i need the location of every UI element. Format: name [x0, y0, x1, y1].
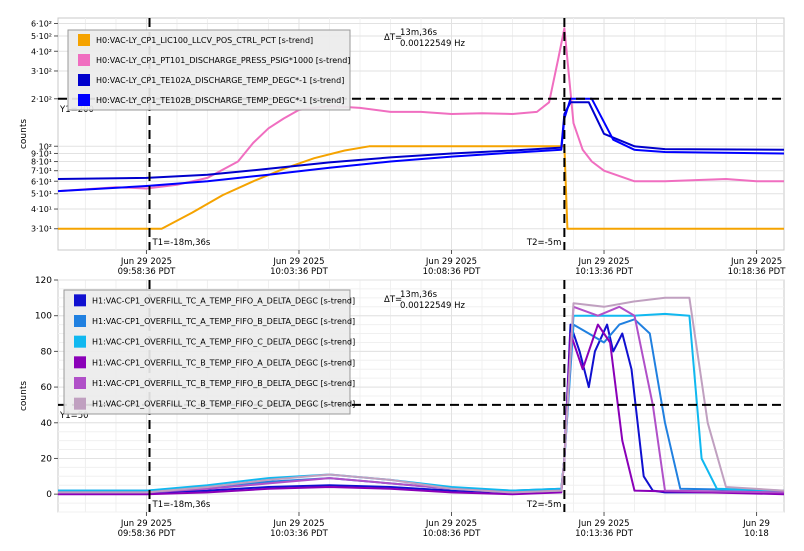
y-tick-label: 10²: [39, 142, 52, 151]
delta-frequency: 0.00122549 Hz: [400, 39, 465, 49]
y-tick-label: 5·10²: [31, 32, 52, 41]
series-line-1: [58, 323, 784, 494]
cursor-y-label: Y1=50: [59, 411, 89, 421]
legend-swatch: [74, 377, 86, 389]
x-tick-time: 10:13:36 PDT: [575, 529, 634, 539]
y-axis-label: counts: [19, 381, 29, 411]
y-tick-label: 3·10¹: [31, 225, 52, 234]
legend-swatch: [78, 54, 90, 66]
x-tick-date: Jun 29 2025: [577, 519, 629, 529]
y-tick-label: 60: [41, 383, 53, 393]
series-line-3: [58, 101, 784, 180]
x-tick-time: 10:03:36 PDT: [270, 267, 329, 277]
x-tick-date: Jun 29: [742, 519, 770, 529]
x-tick-date: Jun 29 2025: [120, 257, 172, 267]
x-tick-date: Jun 29 2025: [272, 519, 324, 529]
x-tick-time: 10:03:36 PDT: [270, 529, 329, 539]
legend-entry: H1:VAC-CP1_OVERFILL_TC_A_TEMP_FIFO_B_DEL…: [92, 317, 355, 326]
y-tick-label: 5·10¹: [31, 190, 52, 199]
legend-entry: H0:VAC-LY_CP1_PT101_DISCHARGE_PRESS_PSIG…: [96, 56, 350, 65]
y-tick-label: 9·10¹: [31, 149, 52, 158]
legend-swatch: [78, 94, 90, 106]
delta-prefix: ΔT=: [384, 33, 402, 43]
x-tick-date: Jun 29 2025: [425, 519, 477, 529]
y-tick-label: 20: [41, 454, 53, 464]
y-tick-label: 0: [46, 490, 52, 500]
y-tick-label: 40: [41, 419, 53, 429]
legend-entry: H1:VAC-CP1_OVERFILL_TC_A_TEMP_FIFO_C_DEL…: [92, 338, 355, 347]
y-tick-label: 7·10¹: [31, 167, 52, 176]
y-tick-label: 80: [41, 347, 53, 357]
series-line-4: [58, 323, 784, 496]
legend-box: [63, 289, 351, 415]
legend-entry: H0:VAC-LY_CP1_LIC100_LLCV_POS_CTRL_PCT […: [96, 36, 313, 45]
delta-frequency: 0.00122549 Hz: [400, 301, 465, 311]
legend-swatch: [74, 356, 86, 369]
x-tick-time: 10:18: [744, 529, 769, 539]
series-group: [58, 296, 784, 496]
cursor-x1-label: T1=-18m,36s: [152, 238, 211, 248]
x-tick-date: Jun 29 2025: [425, 257, 477, 267]
y-tick-label: 8·10¹: [31, 158, 52, 167]
y-tick-label: 3·10²: [31, 67, 52, 76]
x-tick-date: Jun 29 2025: [120, 519, 172, 529]
series-line-2: [58, 27, 784, 193]
legend-swatch: [78, 74, 90, 86]
legend-swatch: [78, 34, 90, 46]
cursor-x1-label: T1=-18m,36s: [152, 500, 211, 510]
y-tick-label: 6·10²: [31, 19, 52, 28]
cursor-x2-label: T2=-5m: [526, 500, 561, 510]
cursor-x2-label: T2=-5m: [526, 238, 561, 248]
legend-box: [67, 29, 351, 111]
y-tick-label: 120: [35, 276, 52, 286]
legend: H0:VAC-LY_CP1_LIC100_LLCV_POS_CTRL_PCT […: [67, 29, 351, 111]
series-line-6: [58, 296, 784, 494]
delta-time: 13m,36s: [400, 290, 438, 300]
legend-swatch: [74, 335, 86, 348]
legend: H1:VAC-CP1_OVERFILL_TC_A_TEMP_FIFO_A_DEL…: [63, 289, 355, 415]
x-tick-time: 09:58:36 PDT: [118, 267, 177, 277]
x-tick-date: Jun 29 2025: [730, 257, 782, 267]
x-tick-date: Jun 29 2025: [272, 257, 324, 267]
x-tick-date: Jun 29 2025: [577, 257, 629, 267]
legend-entry: H0:VAC-LY_CP1_TE102A_DISCHARGE_TEMP_DEGC…: [96, 76, 344, 85]
legend-swatch: [74, 294, 86, 307]
legend-entry: H0:VAC-LY_CP1_TE102B_DISCHARGE_TEMP_DEGC…: [96, 96, 344, 105]
series-line-1: [58, 145, 784, 230]
y-axis-label: counts: [19, 119, 29, 149]
legend-entry: H1:VAC-CP1_OVERFILL_TC_A_TEMP_FIFO_A_DEL…: [92, 296, 355, 305]
x-tick-time: 10:08:36 PDT: [423, 529, 482, 539]
x-tick-time: 10:08:36 PDT: [423, 267, 482, 277]
delta-prefix: ΔT=: [384, 295, 402, 305]
x-tick-time: 09:58:36 PDT: [118, 529, 177, 539]
series-group: [58, 27, 784, 230]
series-line-4: [58, 97, 784, 193]
legend-swatch: [74, 315, 86, 327]
delta-time: 13m,36s: [400, 28, 438, 38]
legend-entry: H1:VAC-CP1_OVERFILL_TC_B_TEMP_FIFO_B_DEL…: [92, 379, 355, 388]
y-tick-label: 100: [35, 312, 52, 322]
y-tick-label: 4·10¹: [31, 205, 52, 214]
legend-entry: H1:VAC-CP1_OVERFILL_TC_B_TEMP_FIFO_A_DEL…: [92, 358, 355, 367]
x-tick-time: 10:13:36 PDT: [575, 267, 634, 277]
y-tick-label: 6·10¹: [31, 177, 52, 186]
legend-swatch: [74, 397, 86, 410]
y-tick-label: 4·10²: [31, 47, 52, 56]
legend-entry: H1:VAC-CP1_OVERFILL_TC_B_TEMP_FIFO_C_DEL…: [92, 400, 355, 409]
x-tick-time: 10:18:36 PDT: [728, 267, 787, 277]
y-tick-label: 2·10²: [31, 95, 52, 104]
